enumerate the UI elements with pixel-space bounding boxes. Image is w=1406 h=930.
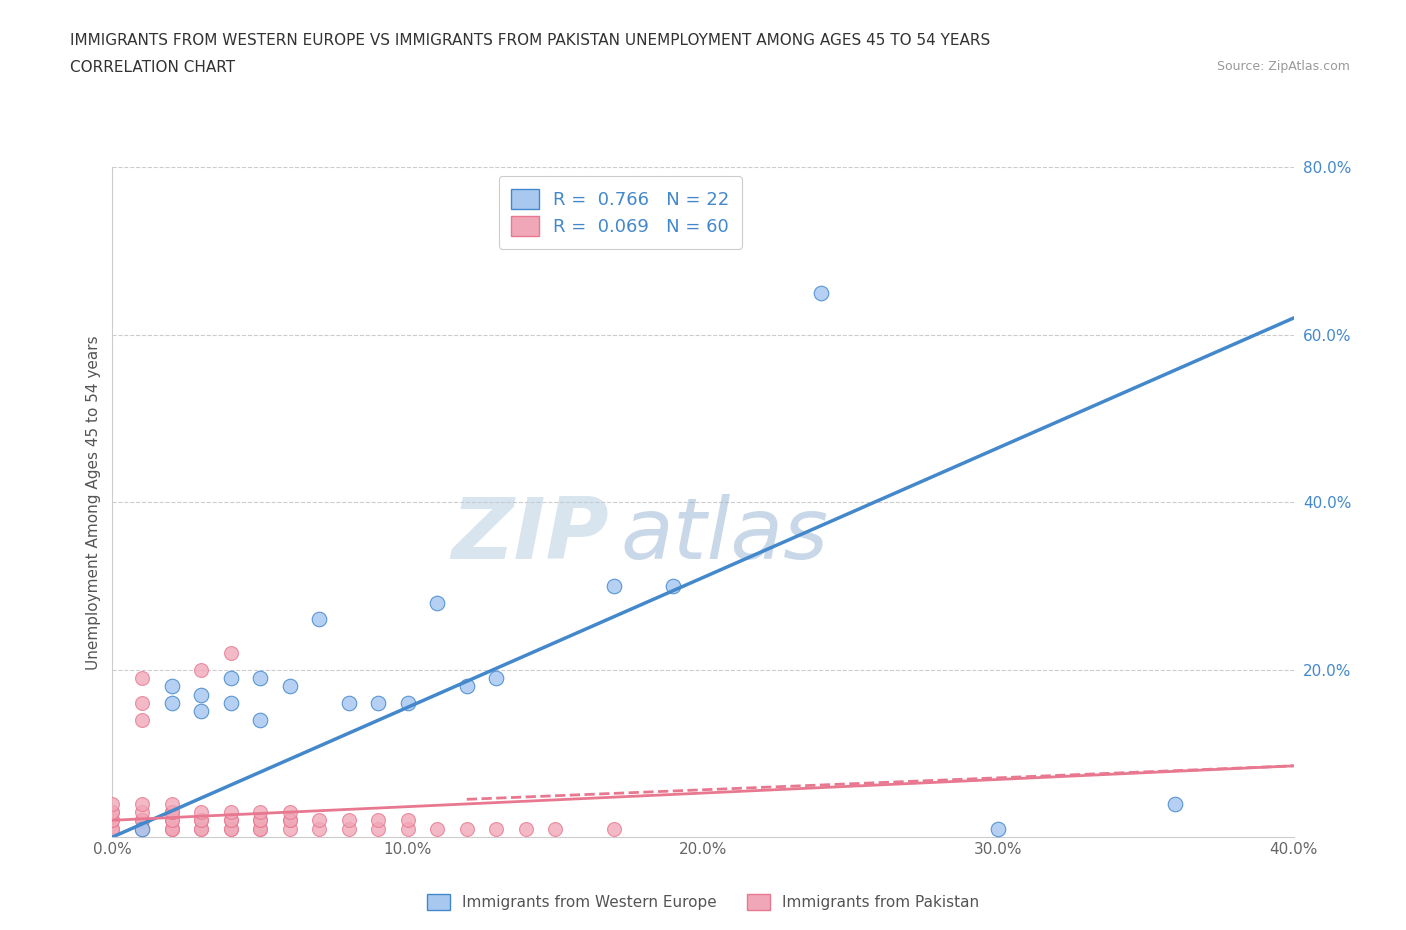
Point [426,821,449,836]
Point [219,696,242,711]
Point [131,804,153,819]
Point [337,821,360,836]
Point [160,804,183,819]
Point [485,671,508,685]
Point [160,796,183,811]
Point [456,679,478,694]
Point [101,804,124,819]
Point [603,578,626,593]
Point [987,821,1010,836]
Point [337,696,360,711]
Point [190,821,212,836]
Point [456,821,478,836]
Point [367,813,389,828]
Point [190,821,212,836]
Text: IMMIGRANTS FROM WESTERN EUROPE VS IMMIGRANTS FROM PAKISTAN UNEMPLOYMENT AMONG AG: IMMIGRANTS FROM WESTERN EUROPE VS IMMIGR… [70,33,991,47]
Point [219,813,242,828]
Point [544,821,567,836]
Point [219,645,242,660]
Point [131,696,153,711]
Text: atlas: atlas [620,494,828,578]
Point [810,286,832,300]
Point [131,813,153,828]
Point [249,804,271,819]
Point [131,821,153,836]
Point [160,804,183,819]
Point [160,813,183,828]
Point [160,821,183,836]
Point [396,813,419,828]
Text: CORRELATION CHART: CORRELATION CHART [70,60,235,75]
Point [131,813,153,828]
Point [190,804,212,819]
Point [603,821,626,836]
Point [308,821,330,836]
Point [160,679,183,694]
Point [190,704,212,719]
Point [219,671,242,685]
Point [160,821,183,836]
Point [131,821,153,836]
Point [337,813,360,828]
Point [219,813,242,828]
Point [101,804,124,819]
Point [249,821,271,836]
Point [426,595,449,610]
Point [160,821,183,836]
Point [249,813,271,828]
Point [160,696,183,711]
Point [131,712,153,727]
Point [131,671,153,685]
Point [190,813,212,828]
Point [515,821,537,836]
Point [219,804,242,819]
Point [190,687,212,702]
Point [249,712,271,727]
Text: ZIP: ZIP [451,494,609,578]
Point [131,796,153,811]
Point [190,662,212,677]
Point [308,813,330,828]
Point [101,821,124,836]
Point [485,821,508,836]
Point [249,671,271,685]
Point [219,821,242,836]
Point [367,696,389,711]
Point [190,813,212,828]
Point [101,813,124,828]
Point [101,796,124,811]
Point [278,813,301,828]
Point [160,804,183,819]
Point [219,821,242,836]
Point [278,813,301,828]
Point [131,821,153,836]
Point [396,696,419,711]
Point [249,813,271,828]
Point [249,821,271,836]
Point [367,821,389,836]
Point [396,821,419,836]
Point [278,821,301,836]
Point [101,813,124,828]
Text: Source: ZipAtlas.com: Source: ZipAtlas.com [1216,60,1350,73]
Point [160,813,183,828]
Y-axis label: Unemployment Among Ages 45 to 54 years: Unemployment Among Ages 45 to 54 years [86,335,101,670]
Point [101,821,124,836]
Point [278,804,301,819]
Point [1164,796,1187,811]
Point [662,578,685,593]
Legend: Immigrants from Western Europe, Immigrants from Pakistan: Immigrants from Western Europe, Immigran… [420,888,986,916]
Point [278,679,301,694]
Point [308,612,330,627]
